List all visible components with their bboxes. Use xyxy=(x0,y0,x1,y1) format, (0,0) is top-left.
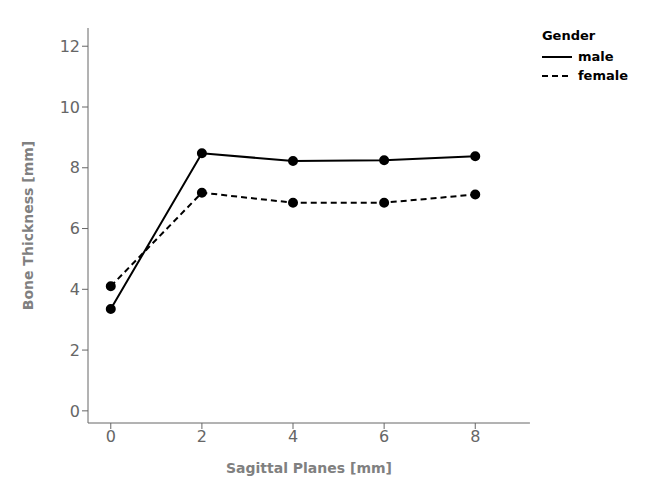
svg-text:10: 10 xyxy=(60,98,80,117)
svg-text:8: 8 xyxy=(470,427,480,446)
svg-text:Bone Thickness [mm]: Bone Thickness [mm] xyxy=(20,141,36,311)
html-text:female: female xyxy=(577,68,628,83)
svg-text:0: 0 xyxy=(70,402,80,421)
html-text:male: male xyxy=(577,49,614,64)
svg-text:2: 2 xyxy=(197,427,207,446)
svg-text:12: 12 xyxy=(60,37,80,56)
svg-text:0: 0 xyxy=(106,427,116,446)
svg-text:6: 6 xyxy=(70,219,80,238)
svg-text:6: 6 xyxy=(379,427,389,446)
svg-text:4: 4 xyxy=(70,280,80,299)
svg-text:8: 8 xyxy=(70,158,80,177)
html-text:Gender: Gender xyxy=(541,28,596,43)
svg-text:4: 4 xyxy=(288,427,298,446)
svg-text:Sagittal Planes [mm]: Sagittal Planes [mm] xyxy=(226,460,392,476)
svg-text:2: 2 xyxy=(70,341,80,360)
